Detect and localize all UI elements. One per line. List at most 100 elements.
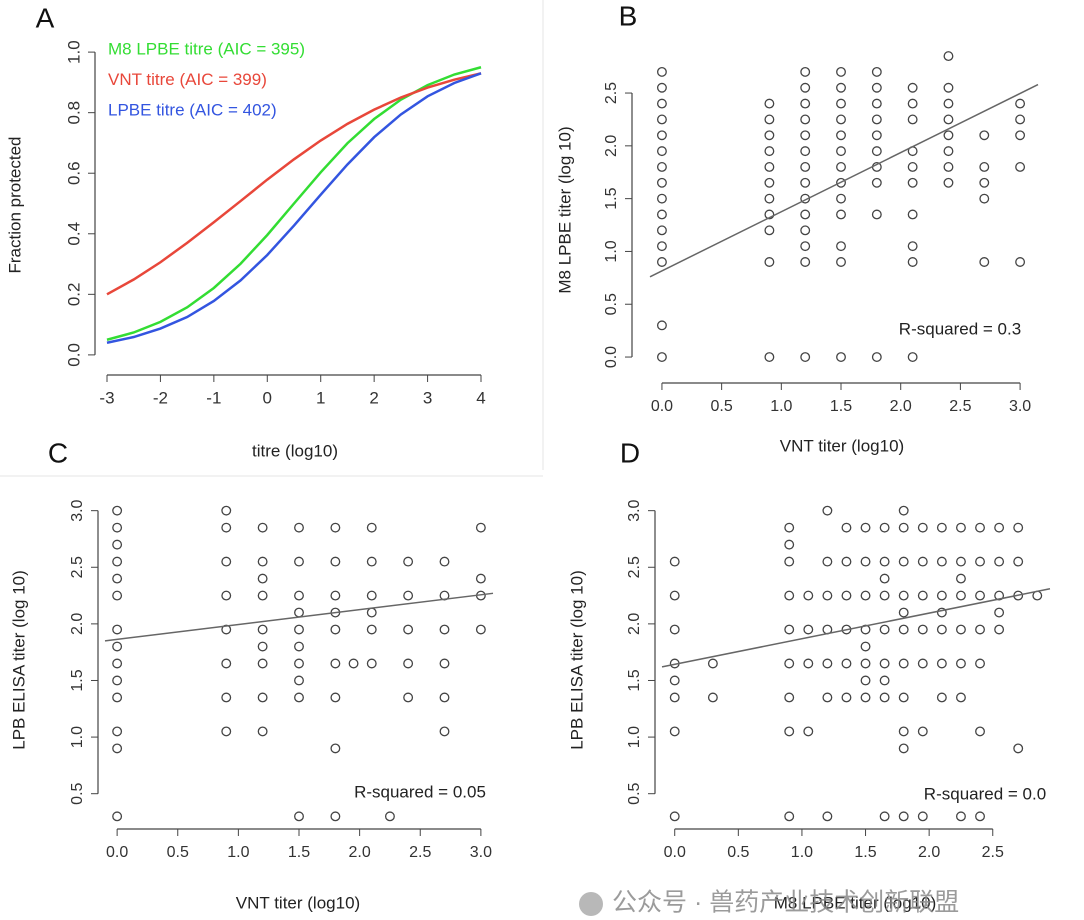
point — [836, 130, 846, 141]
point — [994, 556, 1005, 567]
point — [943, 114, 954, 125]
point — [936, 607, 947, 618]
point — [907, 162, 918, 172]
point — [221, 658, 232, 669]
point — [800, 225, 811, 236]
point — [348, 658, 359, 669]
point — [979, 177, 990, 188]
point — [979, 162, 990, 172]
point — [907, 257, 918, 267]
point — [803, 590, 814, 601]
panel-label: B — [619, 0, 638, 31]
point — [975, 726, 985, 737]
point — [294, 811, 304, 822]
point — [784, 692, 795, 703]
y-tick-label: 0.5 — [603, 293, 620, 315]
point — [784, 726, 795, 737]
trend-line — [649, 83, 1039, 278]
point — [669, 590, 680, 601]
point — [656, 352, 667, 362]
point — [656, 162, 667, 172]
x-tick-label: 2.0 — [918, 844, 940, 861]
point — [871, 177, 882, 188]
y-tick-label: 0.8 — [64, 101, 83, 125]
point — [841, 522, 852, 533]
point — [1015, 114, 1026, 125]
point — [975, 658, 985, 669]
point — [764, 352, 775, 362]
point — [943, 130, 954, 141]
point — [403, 658, 414, 669]
y-tick-label: 0.0 — [603, 346, 620, 368]
y-tick-label: 2.5 — [626, 556, 643, 578]
point — [112, 743, 123, 754]
point — [800, 114, 811, 125]
y-axis-label: M8 LPBE titer (log 10) — [555, 126, 574, 293]
x-axis-label: titre (log10) — [252, 441, 338, 460]
point — [784, 522, 795, 533]
point — [907, 209, 918, 220]
point — [257, 726, 268, 737]
point — [1015, 130, 1026, 141]
legend-entry: VNT titre (AIC = 399) — [108, 70, 267, 89]
point — [860, 675, 871, 686]
point — [836, 257, 846, 267]
point — [879, 675, 890, 686]
curve — [106, 72, 482, 344]
point — [917, 726, 928, 737]
x-tick-label: 4 — [476, 388, 485, 407]
point — [979, 130, 990, 141]
point — [330, 658, 341, 669]
point — [403, 624, 414, 635]
point — [936, 692, 947, 703]
annotation: R-squared = 0.3 — [899, 319, 1021, 338]
point — [994, 522, 1005, 533]
point — [898, 556, 909, 567]
y-tick-label: 1.0 — [64, 40, 83, 64]
point — [112, 641, 123, 652]
x-tick-label: 1.5 — [288, 844, 310, 861]
point — [294, 658, 304, 669]
point — [860, 641, 871, 652]
point — [669, 811, 680, 822]
x-axis-label: M8 LPBE titer (log10) — [774, 893, 937, 912]
point — [898, 607, 909, 618]
y-tick-label: 0.6 — [64, 161, 83, 185]
point — [836, 209, 846, 220]
point — [979, 257, 990, 267]
point — [836, 66, 846, 77]
point — [907, 114, 918, 125]
point — [112, 811, 123, 822]
point — [1013, 522, 1024, 533]
point — [764, 146, 775, 157]
point — [294, 556, 304, 567]
point — [221, 590, 232, 601]
point — [656, 177, 667, 188]
point — [294, 590, 304, 601]
point — [656, 82, 667, 93]
x-tick-label: 1.0 — [791, 844, 813, 861]
point — [439, 556, 450, 567]
point — [800, 130, 811, 141]
point — [221, 692, 232, 703]
x-tick-label: 2 — [369, 388, 378, 407]
point — [707, 692, 718, 703]
point — [836, 177, 846, 188]
point — [439, 692, 450, 703]
point — [764, 257, 775, 267]
point — [836, 146, 846, 157]
point — [871, 209, 882, 220]
panel-label: A — [36, 2, 55, 33]
point — [1013, 743, 1024, 754]
point — [898, 726, 909, 737]
point — [841, 590, 852, 601]
point — [943, 162, 954, 172]
point — [330, 522, 341, 533]
point — [800, 209, 811, 220]
point — [784, 624, 795, 635]
point — [956, 590, 966, 601]
x-tick-label: 1.5 — [830, 398, 852, 415]
y-tick-label: 0.5 — [69, 782, 86, 804]
